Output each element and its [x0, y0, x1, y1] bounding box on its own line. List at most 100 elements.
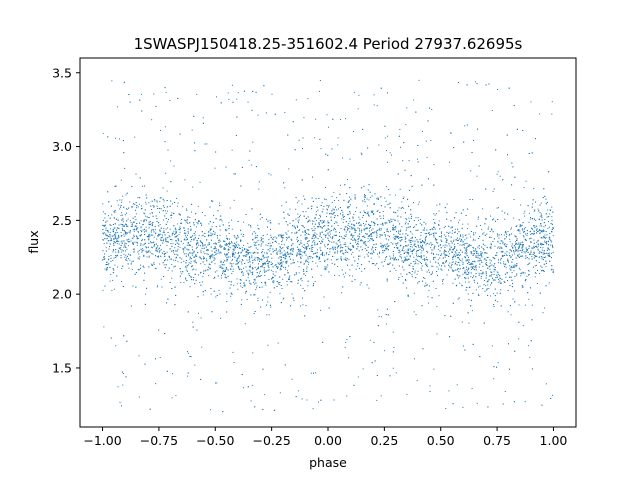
- scatter-point: [146, 197, 148, 199]
- scatter-point: [220, 245, 222, 247]
- scatter-point: [116, 227, 118, 229]
- scatter-point: [171, 203, 173, 205]
- scatter-point: [489, 265, 491, 267]
- scatter-point: [209, 267, 211, 269]
- scatter-point: [489, 262, 491, 264]
- scatter-point: [266, 256, 268, 258]
- scatter-point: [518, 246, 520, 248]
- scatter-point: [435, 240, 437, 242]
- scatter-point: [136, 207, 138, 209]
- scatter-point: [300, 278, 302, 280]
- scatter-point: [546, 243, 548, 245]
- scatter-point: [321, 202, 323, 204]
- scatter-point: [154, 200, 156, 202]
- scatter-point: [242, 260, 244, 262]
- scatter-point: [331, 148, 333, 150]
- scatter-point: [465, 273, 467, 275]
- scatter-point: [444, 249, 446, 251]
- scatter-point: [500, 282, 502, 284]
- scatter-point: [389, 202, 391, 204]
- scatter-point: [411, 215, 413, 217]
- scatter-point: [350, 249, 352, 251]
- scatter-point: [307, 285, 309, 287]
- scatter-point: [533, 210, 535, 212]
- scatter-point: [117, 250, 119, 252]
- scatter-point: [475, 256, 477, 258]
- scatter-point: [262, 241, 264, 243]
- scatter-point: [283, 182, 285, 184]
- scatter-point: [443, 234, 445, 236]
- scatter-point: [112, 231, 114, 233]
- scatter-point: [334, 274, 336, 276]
- scatter-point: [298, 139, 300, 141]
- scatter-point: [509, 284, 511, 286]
- scatter-point: [526, 275, 528, 277]
- scatter-point: [334, 246, 336, 248]
- scatter-point: [526, 239, 528, 241]
- scatter-point: [320, 253, 322, 255]
- scatter-point: [404, 236, 406, 238]
- scatter-point: [223, 273, 225, 275]
- scatter-point: [462, 345, 464, 347]
- scatter-point: [140, 229, 142, 231]
- scatter-point: [324, 244, 326, 246]
- scatter-point: [326, 229, 328, 231]
- scatter-point: [273, 282, 275, 284]
- scatter-point: [333, 212, 335, 214]
- scatter-point: [324, 230, 326, 232]
- scatter-point: [119, 199, 121, 201]
- scatter-point: [181, 222, 182, 224]
- scatter-point: [311, 228, 313, 230]
- scatter-point: [189, 258, 191, 260]
- scatter-point: [519, 243, 521, 245]
- scatter-point: [257, 227, 259, 229]
- scatter-point: [193, 251, 195, 253]
- scatter-point: [497, 273, 499, 275]
- scatter-point: [334, 251, 336, 253]
- scatter-point: [405, 221, 407, 223]
- scatter-point: [383, 244, 385, 246]
- scatter-point: [264, 262, 266, 264]
- scatter-point: [366, 227, 368, 229]
- scatter-point: [278, 235, 280, 237]
- scatter-point: [128, 267, 130, 269]
- scatter-point: [312, 261, 314, 263]
- scatter-point: [338, 275, 340, 277]
- scatter-point: [303, 263, 305, 265]
- scatter-point: [345, 259, 347, 261]
- scatter-point: [302, 251, 304, 253]
- scatter-point: [364, 248, 366, 250]
- scatter-point: [214, 167, 216, 169]
- scatter-point: [481, 229, 483, 231]
- scatter-point: [384, 259, 386, 261]
- scatter-point: [311, 220, 313, 222]
- scatter-point: [487, 294, 489, 296]
- scatter-point: [432, 265, 434, 267]
- scatter-point: [160, 244, 162, 246]
- scatter-point: [173, 230, 175, 232]
- scatter-point: [371, 238, 373, 240]
- scatter-point: [192, 252, 194, 254]
- scatter-point: [539, 215, 541, 217]
- scatter-point: [471, 262, 473, 264]
- scatter-point: [485, 259, 487, 261]
- scatter-point: [521, 285, 523, 287]
- scatter-point: [196, 226, 198, 228]
- scatter-point: [131, 261, 133, 263]
- scatter-point: [120, 247, 122, 249]
- scatter-point: [312, 200, 314, 202]
- scatter-point: [261, 251, 263, 253]
- scatter-point: [307, 98, 309, 100]
- scatter-point: [390, 242, 392, 244]
- scatter-point: [475, 289, 477, 291]
- scatter-point: [288, 276, 290, 278]
- scatter-point: [195, 255, 197, 257]
- scatter-point: [465, 253, 467, 255]
- scatter-point: [173, 251, 175, 253]
- scatter-point: [468, 281, 470, 283]
- scatter-point: [295, 396, 297, 398]
- scatter-point: [342, 273, 344, 275]
- scatter-point: [465, 260, 467, 262]
- scatter-point: [339, 241, 341, 243]
- scatter-point: [177, 97, 179, 99]
